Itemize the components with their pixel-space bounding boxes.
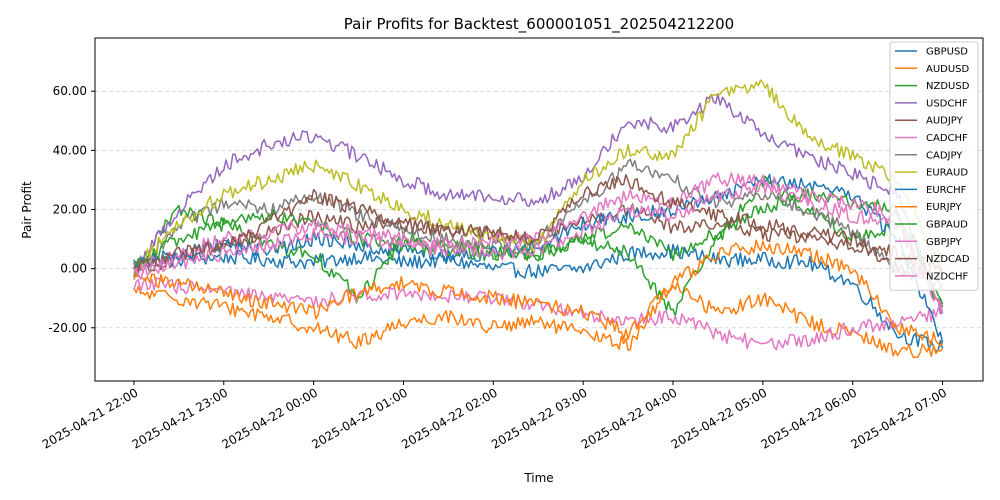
x-tick-label: 2025-04-22 01:00 — [309, 385, 410, 451]
y-tick-label: 40.00 — [53, 143, 87, 157]
y-tick-label: 20.00 — [53, 203, 87, 217]
legend: GBPUSD AUDUSD NZDUSD USDCHF AUDJPY CADCHF CADJ… — [889, 41, 979, 291]
legend-label: EURJPY — [926, 202, 962, 213]
chart-title: Pair Profits for Backtest_600001051_2025… — [344, 15, 734, 34]
legend-label: USDCHF — [926, 98, 968, 109]
y-axis-title: Pair Profit — [20, 181, 34, 239]
legend-label: CADCHF — [926, 133, 968, 144]
x-axis-title: Time — [523, 471, 553, 485]
legend-box — [889, 41, 979, 291]
x-tick-label: 2025-04-22 06:00 — [759, 385, 860, 451]
series-line-nzdchf — [133, 179, 944, 314]
legend-label: EURCHF — [926, 185, 967, 196]
y-tick-label: 60.00 — [53, 84, 87, 98]
legend-label: GBPJPY — [926, 237, 962, 248]
y-tick-label: 0.00 — [60, 262, 87, 276]
x-tick-label: 2025-04-22 05:00 — [669, 385, 770, 451]
legend-label: CADJPY — [926, 150, 963, 161]
legend-label: NZDUSD — [926, 81, 970, 92]
x-tick-label: 2025-04-22 03:00 — [489, 385, 590, 451]
series-line-eurchf — [133, 173, 944, 343]
x-tick-label: 2025-04-21 22:00 — [40, 385, 141, 451]
legend-label: GBPUSD — [926, 47, 968, 58]
series-line-usdchf — [133, 93, 943, 315]
series-line-gbpusd — [133, 243, 944, 353]
x-tick-label: 2025-04-22 02:00 — [399, 385, 500, 451]
legend-label: AUDUSD — [926, 64, 970, 75]
x-tick-label: 2025-04-22 00:00 — [219, 385, 320, 451]
x-tick-label: 2025-04-21 23:00 — [130, 385, 231, 451]
series-line-cadchf — [133, 277, 944, 351]
legend-label: NZDCAD — [926, 254, 970, 265]
series-line-nzdusd — [133, 175, 944, 317]
series-line-eurjpy — [133, 239, 944, 347]
series-line-gbpjpy — [133, 172, 944, 314]
y-tick-label: -20.00 — [48, 321, 87, 335]
legend-label: EURAUD — [926, 168, 968, 179]
x-tick-label: 2025-04-22 04:00 — [579, 385, 680, 451]
series-lines — [133, 79, 944, 359]
x-tick-label: 2025-04-22 07:00 — [848, 385, 949, 451]
legend-label: AUDJPY — [926, 116, 964, 127]
legend-label: NZDCHF — [926, 271, 969, 282]
legend-label: GBPAUD — [926, 220, 968, 231]
series-line-nzdcad — [133, 173, 944, 277]
series-line-audusd — [133, 281, 944, 359]
series-line-gbpaud — [133, 188, 944, 305]
series-line-euraud — [133, 79, 944, 274]
y-axis-ticks: -20.00 0.00 20.00 40.00 60.00 — [48, 84, 95, 335]
